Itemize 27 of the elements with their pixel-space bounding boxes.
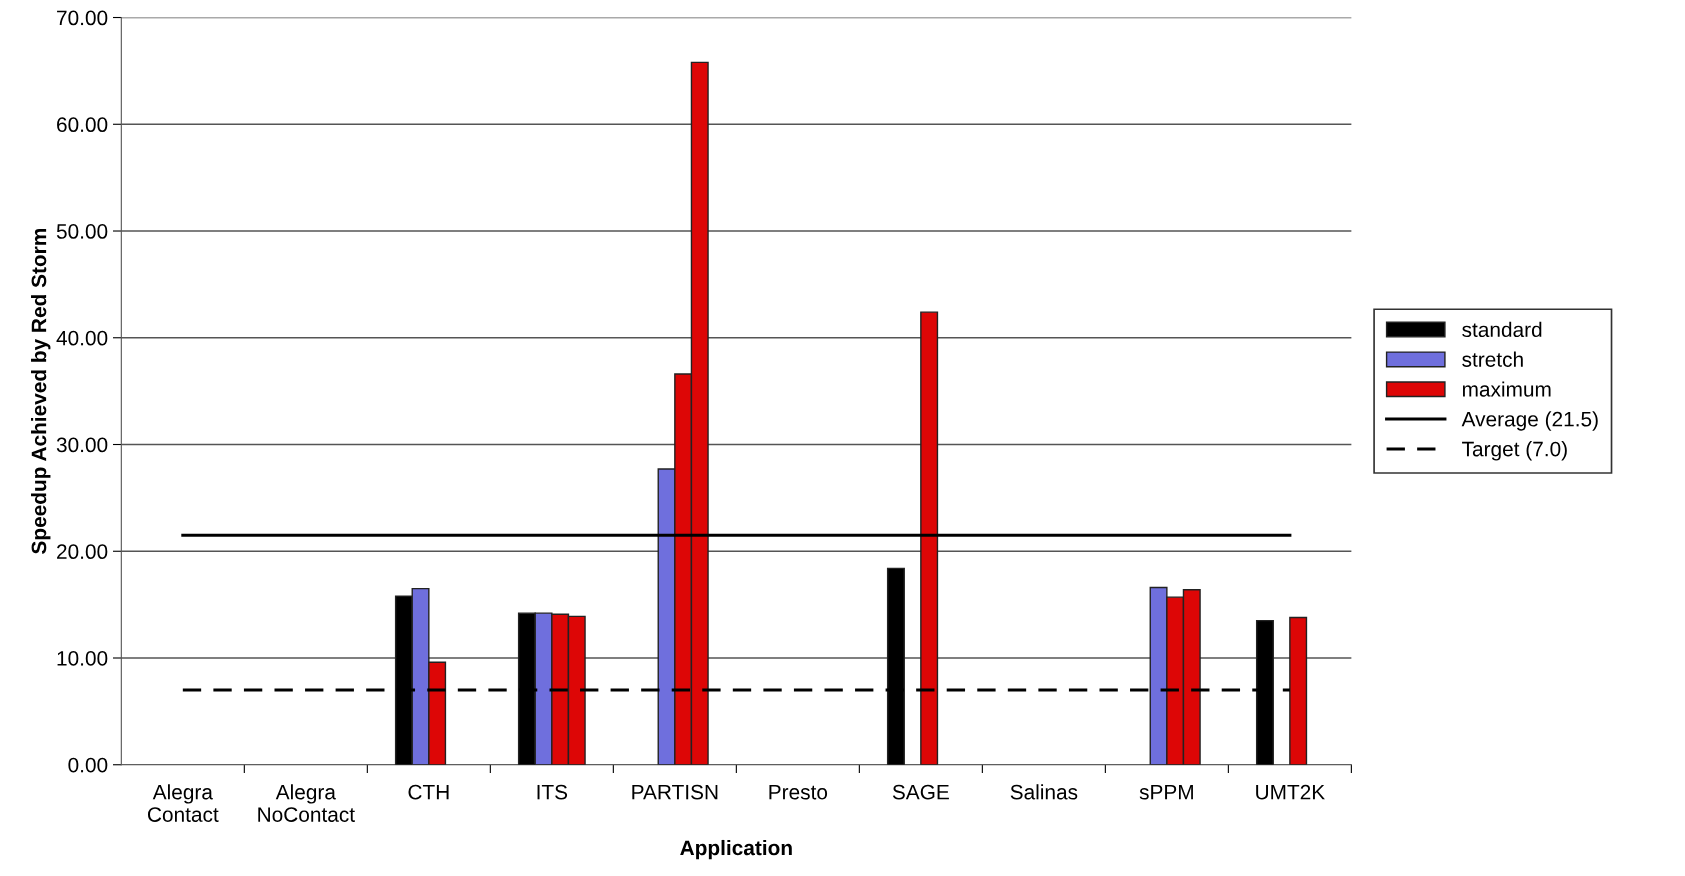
legend-label: standard	[1462, 321, 1542, 338]
x-tick-label: ITS	[537, 784, 568, 800]
x-tick-label: PARTISN	[632, 784, 718, 800]
x-tick-label: SAGE	[892, 784, 949, 800]
x-tick-label: Alegra NoContact	[258, 784, 355, 822]
y-tick-label: 40.00	[56, 330, 108, 346]
y-tick-label: 60.00	[57, 117, 108, 133]
x-tick-label: sPPM	[1139, 784, 1193, 800]
y-tick-label: 50.00	[56, 224, 108, 239]
legend-label: Average (21.5)	[1461, 411, 1598, 431]
x-tick-label: CTH	[408, 784, 449, 800]
y-tick-label: 20.00	[57, 544, 108, 560]
y-tick-label: 0.00	[68, 757, 108, 773]
x-tick-label: Presto	[769, 784, 828, 800]
bar	[920, 311, 939, 765]
y-tick-label: 70.00	[57, 10, 108, 26]
y-tick-label: 10.00	[57, 651, 108, 666]
y-axis-title: Speedup Achieved by Red Storm	[31, 229, 51, 554]
legend-label: stretch	[1462, 351, 1523, 367]
x-axis-title: Application	[680, 839, 792, 860]
bar	[1289, 616, 1308, 765]
x-tick-label: Salinas	[1010, 784, 1078, 800]
x-tick-label: Alegra Contact	[147, 784, 219, 822]
x-tick-label: UMT2K	[1256, 784, 1325, 800]
legend-label: Target (7.0)	[1462, 441, 1567, 461]
y-tick-label: 30.00	[56, 437, 108, 453]
legend-label: maximum	[1462, 381, 1551, 397]
